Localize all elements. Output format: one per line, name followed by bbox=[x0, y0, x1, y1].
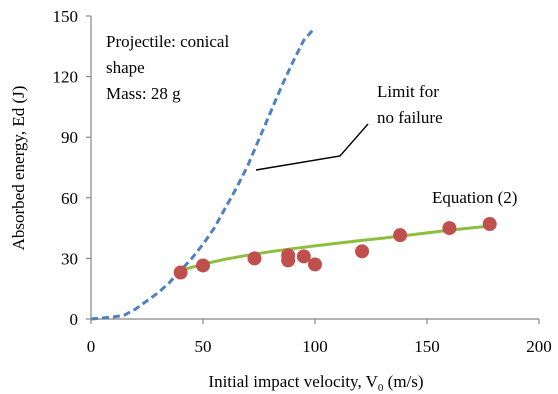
x-tick-label: 50 bbox=[195, 337, 212, 356]
y-tick-label: 90 bbox=[61, 128, 78, 147]
x-tick-label: 200 bbox=[526, 337, 552, 356]
annotation-limit-line2: no failure bbox=[377, 108, 443, 127]
x-axis-label-main: Initial impact velocity, V bbox=[208, 372, 378, 391]
y-tick-label: 150 bbox=[53, 7, 79, 26]
annotation-mass: Mass: 28 g bbox=[106, 84, 181, 103]
data-point bbox=[281, 253, 296, 268]
annotation-limit-line1: Limit for bbox=[377, 82, 439, 101]
limit-callout-line bbox=[255, 123, 369, 171]
x-tick-label: 150 bbox=[414, 337, 440, 356]
annotations: Projectile: conical shape Mass: 28 g Lim… bbox=[106, 32, 517, 207]
y-tick-label: 30 bbox=[61, 249, 78, 268]
equation-fit-curve bbox=[180, 224, 490, 272]
annotation-equation: Equation (2) bbox=[432, 188, 517, 207]
x-axis-label-unit: (m/s) bbox=[383, 372, 423, 391]
limit-curve bbox=[90, 29, 314, 321]
data-point bbox=[296, 249, 311, 264]
y-tick-label: 120 bbox=[53, 68, 79, 87]
data-point bbox=[393, 228, 408, 243]
data-point bbox=[355, 244, 370, 259]
data-point bbox=[482, 217, 497, 232]
data-point bbox=[173, 265, 188, 280]
data-point bbox=[442, 221, 457, 236]
marks bbox=[90, 29, 497, 321]
x-tick-label: 100 bbox=[302, 337, 328, 356]
data-point bbox=[247, 251, 262, 266]
x-tick-label: 0 bbox=[87, 337, 96, 356]
data-point bbox=[308, 257, 322, 272]
annotation-projectile-line2: shape bbox=[106, 58, 145, 77]
y-tick-label: 0 bbox=[70, 310, 79, 329]
y-tick-label: 60 bbox=[61, 189, 78, 208]
data-point bbox=[196, 258, 210, 273]
annotation-projectile-line1: Projectile: conical bbox=[106, 32, 229, 51]
y-axis-label: Absorbed energy, Ed (J) bbox=[9, 86, 28, 251]
axes: 0 50 100 150 200 0 30 60 90 120 150 bbox=[53, 7, 552, 356]
x-axis-label: Initial impact velocity, V0 (m/s) bbox=[208, 372, 423, 394]
x-axis-label-subscript: 0 bbox=[378, 382, 384, 394]
